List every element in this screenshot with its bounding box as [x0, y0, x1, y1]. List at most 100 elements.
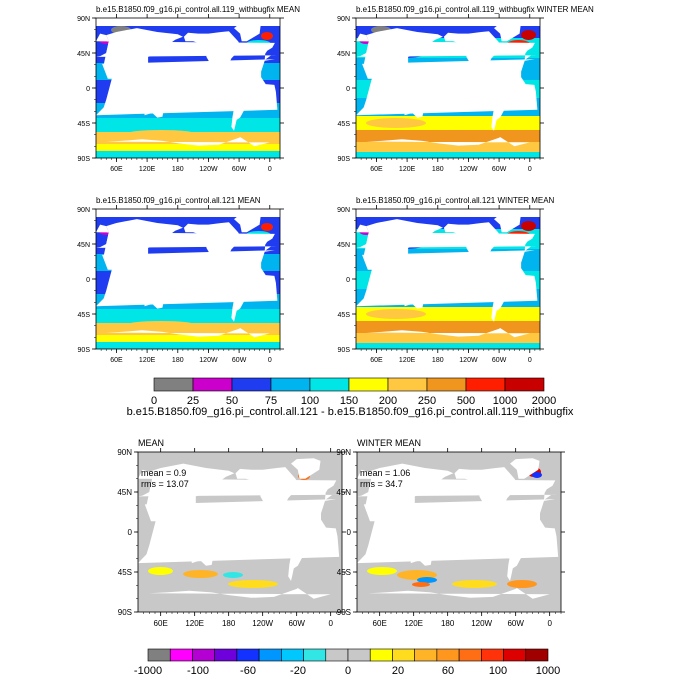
land-arabia — [146, 505, 161, 521]
x-tick-label: 180 — [441, 619, 455, 628]
y-tick-label: 45N — [337, 242, 350, 249]
land-southeast-asia-islands — [578, 274, 606, 287]
land-africa — [561, 499, 700, 563]
field-patch — [366, 309, 426, 319]
field-band — [96, 335, 280, 342]
land-greenland — [291, 458, 321, 479]
x-tick-label: 60E — [370, 357, 383, 364]
map-panel-119-mean: 90N 45N 0 45S 90S 60E 120E 180 120W 60W 0 — [0, 14, 346, 173]
colorbar-swatch — [169, 648, 193, 662]
land-north-america — [628, 31, 686, 82]
x-tick-label: 0 — [547, 619, 552, 628]
land-greenland — [310, 214, 337, 232]
colorbar-swatch — [192, 377, 233, 392]
y-tick-label: 90S — [78, 347, 91, 354]
land-antarctica — [572, 588, 700, 612]
colorbar-label: 75 — [265, 395, 277, 407]
map-panel-121-winter: 90N 45N 0 45S 90S 60E 120E 180 120W 60W 0 — [304, 205, 700, 364]
field-band — [356, 130, 540, 142]
y-tick-label: 90S — [338, 156, 351, 163]
x-tick-label: 120W — [252, 619, 273, 628]
x-tick-label: 180 — [172, 166, 184, 173]
x-tick-label: 120W — [199, 166, 218, 173]
land-europe — [0, 470, 134, 500]
land-south-america — [304, 270, 328, 322]
land-australia — [614, 542, 636, 566]
colorbar-label: 100 — [301, 395, 319, 407]
land-antarctica — [0, 588, 127, 612]
land-greenland — [678, 214, 700, 232]
colorbar-swatch — [392, 648, 415, 662]
land-south-america — [44, 270, 68, 322]
y-tick-label: 45N — [77, 51, 90, 58]
colorbar-swatch — [270, 377, 311, 392]
y-tick-label: 90S — [338, 347, 351, 354]
map-panel-119-winter: 90N 45N 0 45S 90S 60E 120E 180 120W 60W 0 — [337, 14, 700, 173]
field-band — [356, 18, 540, 26]
colorbar-label: 1000 — [536, 665, 560, 677]
colorbar-label: 500 — [457, 395, 475, 407]
y-tick-label: 0 — [128, 528, 133, 537]
land-southeast-asia-islands — [318, 83, 346, 96]
y-tick-label: 0 — [346, 86, 350, 93]
y-tick-label: 90S — [337, 608, 351, 617]
land-south-america — [488, 78, 512, 131]
land-south-america — [672, 79, 696, 131]
land-north-america — [235, 467, 300, 525]
x-tick-label: 60E — [370, 166, 383, 173]
land-africa — [540, 59, 700, 115]
land-greenland — [87, 458, 117, 479]
colorbar-label: 250 — [418, 395, 436, 407]
map-field — [0, 452, 342, 612]
y-tick-label: 90N — [336, 448, 351, 457]
x-tick-label: 120E — [404, 619, 423, 628]
panel-title-119-mean: b.e15.B1850.f09_g16.pi_control.all.119_w… — [96, 5, 300, 14]
land-arabia — [548, 256, 560, 269]
land-australia — [191, 541, 214, 566]
map-panel-diff-winter: 90N 45N 0 45S 90S 60E 120E 180 120W 60W 0 — [336, 448, 700, 628]
land-southeast-asia-islands — [399, 526, 431, 541]
land-australia — [404, 96, 424, 118]
colorbar-swatch — [465, 377, 506, 392]
colorbar-label: 100 — [489, 665, 507, 677]
map-panel-121-mean: 90N 45N 0 45S 90S 60E 120E 180 120W 60W 0 — [44, 205, 346, 364]
difference-title: b.e15.B1850.f09_g16.pi_control.all.121 -… — [127, 406, 574, 418]
land-asia — [146, 463, 235, 528]
field-patch — [412, 582, 430, 587]
x-tick-label: 0 — [268, 166, 272, 173]
panel-title-121-mean: b.e15.B1850.f09_g16.pi_control.all.121 M… — [96, 196, 261, 205]
panel-title-121-winter: b.e15.B1850.f09_g16.pi_control.all.121 W… — [356, 196, 555, 205]
colorbar-swatch — [147, 648, 171, 662]
x-tick-label: 180 — [432, 166, 444, 173]
colorbar-label: 200 — [379, 395, 397, 407]
field-band — [356, 152, 540, 158]
land-asia — [363, 28, 443, 85]
land-arabia — [363, 64, 376, 78]
y-tick-label: 90N — [337, 207, 350, 214]
land-africa — [0, 59, 93, 115]
colorbar-swatch — [481, 648, 504, 662]
x-tick-label: 120E — [139, 357, 156, 364]
land-southeast-asia-islands — [318, 274, 346, 287]
colorbar-swatch — [231, 377, 272, 392]
land-south-america — [488, 269, 512, 322]
land-asia — [103, 28, 183, 85]
x-tick-label: 0 — [528, 166, 532, 173]
colorbar-swatch — [387, 377, 428, 392]
x-tick-label: 120E — [139, 166, 156, 173]
land-australia — [404, 287, 424, 309]
land-europe — [561, 470, 700, 500]
field-band — [356, 343, 540, 349]
colorbar-swatch — [426, 377, 467, 392]
land-australia — [588, 288, 608, 309]
colorbar-swatch — [369, 648, 393, 662]
land-greenland — [234, 214, 261, 233]
land-north-america — [454, 467, 519, 525]
land-greenland — [678, 23, 700, 41]
land-arabia — [103, 64, 116, 78]
land-arabia — [103, 255, 116, 269]
field-band — [96, 18, 280, 26]
field-patch — [183, 570, 218, 578]
diff-mean-text-mean: mean = 0.9 — [141, 468, 186, 478]
y-tick-label: 90N — [117, 448, 132, 457]
